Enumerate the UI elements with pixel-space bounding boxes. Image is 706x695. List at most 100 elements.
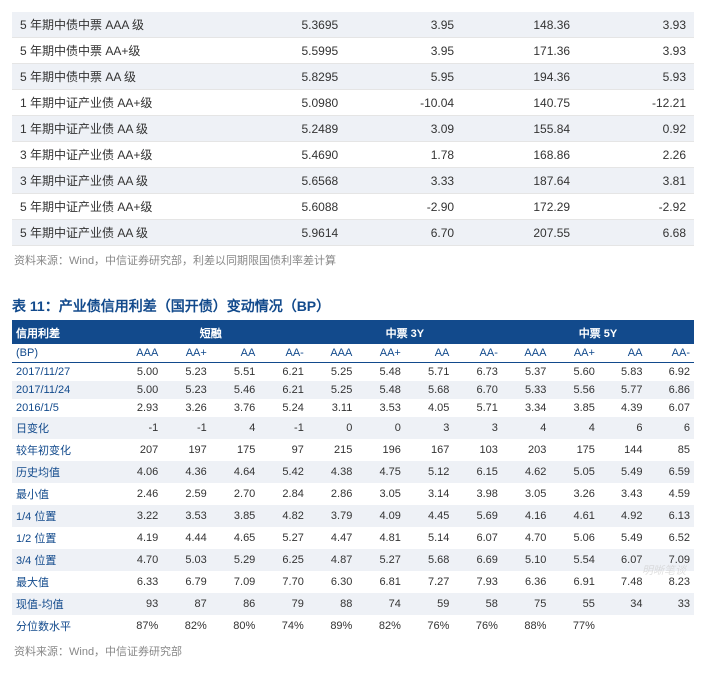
row-label: 较年初变化 [12,439,114,461]
cell: 167 [405,439,454,461]
cell: 171.36 [462,38,578,64]
cell: 4.06 [114,461,163,483]
table-row: 2017/11/245.005.235.466.215.255.485.686.… [12,381,694,399]
cell: 207.55 [462,220,578,246]
cell: 3.98 [453,483,502,505]
cell: 6.59 [646,461,694,483]
sub-col-header: AA- [646,344,694,363]
cell: 4.61 [550,505,599,527]
row-label: 1 年期中证产业债 AA 级 [12,116,230,142]
cell: 5.69 [453,505,502,527]
cell: -10.04 [346,90,462,116]
cell: 4.09 [356,505,405,527]
cell: 88 [308,593,357,615]
cell: 7.27 [405,571,454,593]
cell: 82% [162,615,211,637]
cell: 3.93 [578,38,694,64]
cell: 6.25 [259,549,308,571]
row-label: 3 年期中证产业债 AA+级 [12,142,230,168]
cell: 4.92 [599,505,647,527]
cell: 6.70 [346,220,462,246]
table2-title: 表 11：产业债信用利差（国开债）变动情况（BP） [12,292,694,322]
cell: 6.36 [502,571,551,593]
cell: 7.09 [211,571,260,593]
cell: 207 [114,439,163,461]
sub-col-header: AA+ [550,344,599,363]
cell: 5.06 [550,527,599,549]
cell: 0.92 [578,116,694,142]
cell: 4.64 [211,461,260,483]
cell: 3.95 [346,12,462,38]
cell: 5.3695 [230,12,346,38]
cell: 33 [646,593,694,615]
cell: 5.42 [259,461,308,483]
sub-col-header: AAA [114,344,163,363]
table-row: 5 年期中证产业债 AA 级5.96146.70207.556.68 [12,220,694,246]
cell: 5.49 [599,461,647,483]
cell [646,615,694,637]
cell: 6.70 [453,381,502,399]
cell: 2.70 [211,483,260,505]
cell: 3.26 [550,483,599,505]
cell: 3.14 [405,483,454,505]
row-label: 5 年期中债中票 AA+级 [12,38,230,64]
cell: 3.43 [599,483,647,505]
cell: 5.29 [211,549,260,571]
credit-spread-table: 信用利差 短融 中票 3Y 中票 5Y (BP)AAAAA+AAAA-AAAAA… [12,322,694,637]
row-label: 1 年期中证产业债 AA+级 [12,90,230,116]
cell: 3.79 [308,505,357,527]
cell: 215 [308,439,357,461]
table-row: 最小值2.462.592.702.842.863.053.143.983.053… [12,483,694,505]
cell: 3.53 [356,399,405,417]
cell: 6.07 [599,549,647,571]
cell: 140.75 [462,90,578,116]
table-row: 5 年期中债中票 AA+级5.59953.95171.363.93 [12,38,694,64]
row-label: 日变化 [12,417,114,439]
cell: 86 [211,593,260,615]
table-row: 现值-均值938786798874595875553433 [12,593,694,615]
cell: 7.70 [259,571,308,593]
cell: 5.95 [346,64,462,90]
cell: 3.85 [211,505,260,527]
cell: 4.81 [356,527,405,549]
cell: 103 [453,439,502,461]
table-row: 日变化-1-14-100334466 [12,417,694,439]
cell: 175 [550,439,599,461]
table-row: 3 年期中证产业债 AA+级5.46901.78168.862.26 [12,142,694,168]
cell: 6.52 [646,527,694,549]
cell: 196 [356,439,405,461]
cell: 6.81 [356,571,405,593]
cell: 5.71 [453,399,502,417]
cell: 5.27 [259,527,308,549]
cell: 34 [599,593,647,615]
table-row: 3 年期中证产业债 AA 级5.65683.33187.643.81 [12,168,694,194]
cell: 3.09 [346,116,462,142]
cell: 5.48 [356,363,405,382]
cell: 4.16 [502,505,551,527]
cell: 5.2489 [230,116,346,142]
row-label: 3 年期中证产业债 AA 级 [12,168,230,194]
cell: 3.95 [346,38,462,64]
cell: 4.36 [162,461,211,483]
sub-col-header: AA [405,344,454,363]
cell: 4.19 [114,527,163,549]
cell: 2.59 [162,483,211,505]
cell: 4.38 [308,461,357,483]
yield-spread-table: 5 年期中债中票 AAA 级5.36953.95148.363.935 年期中债… [12,12,694,246]
cell: 75 [502,593,551,615]
table-row: 较年初变化2071971759721519616710320317514485 [12,439,694,461]
cell: 3.05 [502,483,551,505]
table-row: 1 年期中证产业债 AA 级5.24893.09155.840.92 [12,116,694,142]
cell: 5.37 [502,363,551,382]
table-row: 3/4 位置4.705.035.296.254.875.275.686.695.… [12,549,694,571]
cell: 3.22 [114,505,163,527]
cell: 85 [646,439,694,461]
cell: 6.15 [453,461,502,483]
cell: 5.71 [405,363,454,382]
cell: 5.03 [162,549,211,571]
row-label: 2016/1/5 [12,399,114,417]
cell: 5.6088 [230,194,346,220]
cell: 5.49 [599,527,647,549]
cell: 187.64 [462,168,578,194]
cell: 77% [550,615,599,637]
